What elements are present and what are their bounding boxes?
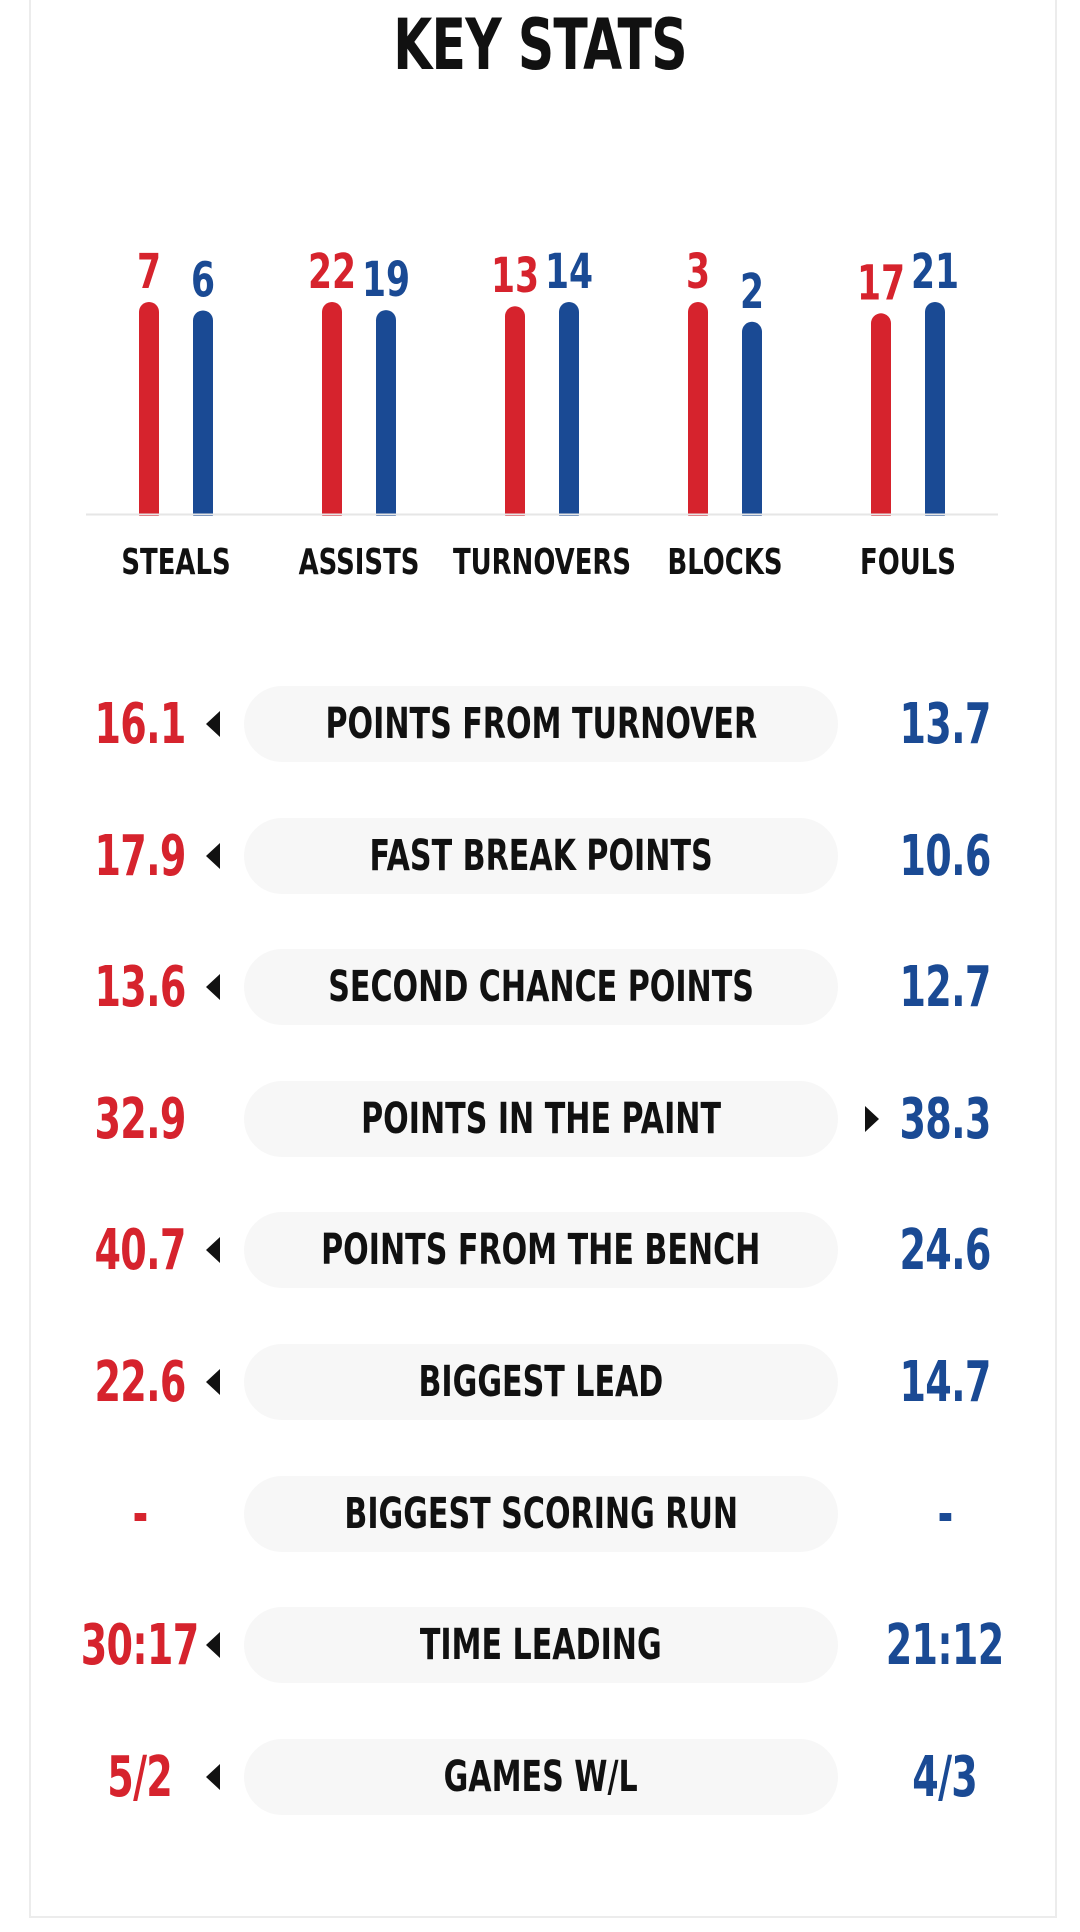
leader-arrow-left-icon — [206, 1632, 220, 1658]
away-value-text: - — [937, 1481, 953, 1547]
away-value: 14.7 — [860, 1340, 1030, 1424]
stat-label: BIGGEST LEAD — [418, 1357, 664, 1407]
home-value: 40.7 — [55, 1208, 225, 1292]
stat-row-biggest-scoring-run: - BIGGEST SCORING RUN - — [0, 1476, 1080, 1552]
home-value-text: 40.7 — [94, 1217, 186, 1283]
data-label-steals-home: 7 — [137, 243, 161, 299]
away-value-text: 38.3 — [899, 1086, 991, 1152]
away-value: - — [860, 1472, 1030, 1556]
home-value-text: 22.6 — [94, 1349, 186, 1415]
data-label-fouls-home: 17 — [857, 255, 905, 311]
home-value-text: 32.9 — [94, 1086, 186, 1152]
home-value-text: - — [132, 1481, 148, 1547]
leader-arrow-left-icon — [206, 1764, 220, 1790]
leader-arrow-left-icon — [206, 1369, 220, 1395]
stat-label-pill: POINTS FROM TURNOVER — [244, 686, 838, 762]
stat-label: BIGGEST SCORING RUN — [344, 1489, 738, 1539]
home-value: 16.1 — [55, 682, 225, 766]
stat-row-time-leading: 30:17 TIME LEADING 21:12 — [0, 1607, 1080, 1683]
bar-steals-home — [139, 302, 159, 524]
bar-blocks-home — [688, 302, 708, 524]
stat-label-pill: TIME LEADING — [244, 1607, 838, 1683]
stat-label: GAMES W/L — [443, 1752, 639, 1802]
data-label-blocks-away: 2 — [740, 263, 764, 319]
bar-blocks-away — [742, 321, 762, 524]
away-value-text: 4/3 — [912, 1744, 979, 1810]
category-label-turnovers: TURNOVERS — [453, 542, 631, 583]
stat-row-biggest-lead: 22.6 BIGGEST LEAD 14.7 — [0, 1344, 1080, 1420]
bar-steals-away — [193, 310, 213, 524]
stat-label: FAST BREAK POINTS — [369, 831, 713, 881]
home-value-text: 5/2 — [107, 1744, 174, 1810]
home-value-text: 30:17 — [81, 1612, 200, 1678]
stat-label-pill: POINTS FROM THE BENCH — [244, 1212, 838, 1288]
axis-mask — [80, 516, 1010, 530]
data-label-blocks-home: 3 — [686, 243, 710, 299]
category-label-assists: ASSISTS — [299, 542, 420, 583]
category-label-fouls: FOULS — [860, 542, 956, 583]
data-label-turnovers-home: 13 — [491, 247, 539, 303]
stat-label: POINTS IN THE PAINT — [361, 1094, 721, 1144]
home-value: 13.6 — [55, 945, 225, 1029]
home-value: 5/2 — [55, 1735, 225, 1819]
data-label-steals-away: 6 — [191, 252, 215, 308]
stat-row-points-in-the-paint: 32.9 POINTS IN THE PAINT 38.3 — [0, 1081, 1080, 1157]
stat-label: POINTS FROM THE BENCH — [321, 1225, 761, 1275]
leader-arrow-left-icon — [206, 1237, 220, 1263]
stat-row-games-w-l: 5/2 GAMES W/L 4/3 — [0, 1739, 1080, 1815]
data-label-assists-away: 19 — [362, 251, 410, 307]
stat-label-pill: BIGGEST SCORING RUN — [244, 1476, 838, 1552]
bar-fouls-home — [871, 313, 891, 524]
home-value: 30:17 — [55, 1603, 225, 1687]
stat-label-pill: FAST BREAK POINTS — [244, 818, 838, 894]
away-value-text: 14.7 — [899, 1349, 991, 1415]
stat-label-pill: POINTS IN THE PAINT — [244, 1081, 838, 1157]
bar-turnovers-away — [559, 302, 579, 524]
away-value-text: 10.6 — [899, 823, 991, 889]
bar-assists-home — [322, 302, 342, 524]
away-value: 12.7 — [860, 945, 1030, 1029]
leader-arrow-left-icon — [206, 974, 220, 1000]
away-value: 24.6 — [860, 1208, 1030, 1292]
away-value: 10.6 — [860, 814, 1030, 898]
away-value: 38.3 — [860, 1077, 1030, 1161]
category-label-blocks: BLOCKS — [667, 542, 782, 583]
stat-label: TIME LEADING — [420, 1620, 662, 1670]
stat-label-pill: GAMES W/L — [244, 1739, 838, 1815]
category-label-steals: STEALS — [121, 542, 230, 583]
stat-label-pill: SECOND CHANCE POINTS — [244, 949, 838, 1025]
stat-row-points-from-turnover: 16.1 POINTS FROM TURNOVER 13.7 — [0, 686, 1080, 762]
data-label-turnovers-away: 14 — [545, 243, 593, 299]
home-value-text: 16.1 — [94, 691, 186, 757]
stat-label-pill: BIGGEST LEAD — [244, 1344, 838, 1420]
data-label-fouls-away: 21 — [911, 243, 959, 299]
stat-row-fast-break-points: 17.9 FAST BREAK POINTS 10.6 — [0, 818, 1080, 894]
leader-arrow-left-icon — [206, 711, 220, 737]
away-value-text: 24.6 — [899, 1217, 991, 1283]
away-value-text: 21:12 — [886, 1612, 1005, 1678]
stat-row-points-from-the-bench: 40.7 POINTS FROM THE BENCH 24.6 — [0, 1212, 1080, 1288]
away-value-text: 12.7 — [899, 954, 991, 1020]
home-value: 32.9 — [55, 1077, 225, 1161]
bar-fouls-away — [925, 302, 945, 524]
home-value: 22.6 — [55, 1340, 225, 1424]
stat-label: SECOND CHANCE POINTS — [328, 962, 754, 1012]
away-value-text: 13.7 — [899, 691, 991, 757]
data-label-assists-home: 22 — [308, 243, 356, 299]
stat-label: POINTS FROM TURNOVER — [325, 699, 757, 749]
page-title: KEY STATS — [393, 4, 687, 86]
home-value-text: 13.6 — [94, 954, 186, 1020]
away-value: 4/3 — [860, 1735, 1030, 1819]
home-value: - — [55, 1472, 225, 1556]
bar-assists-away — [376, 310, 396, 524]
bar-turnovers-home — [505, 306, 525, 524]
home-value: 17.9 — [55, 814, 225, 898]
leader-arrow-right-icon — [865, 1106, 879, 1132]
away-value: 21:12 — [860, 1603, 1030, 1687]
home-value-text: 17.9 — [94, 823, 186, 889]
leader-arrow-left-icon — [206, 843, 220, 869]
away-value: 13.7 — [860, 682, 1030, 766]
bar-chart: 7 6 STEALS 22 19 ASSISTS 13 14 TURNOVERS 3 2 BLOCKS… — [80, 243, 1010, 583]
stat-row-second-chance-points: 13.6 SECOND CHANCE POINTS 12.7 — [0, 949, 1080, 1025]
